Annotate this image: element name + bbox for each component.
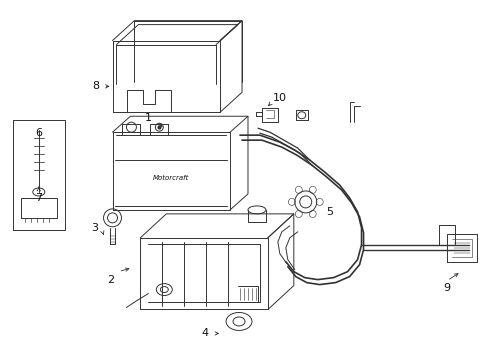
Text: 10: 10 [272,93,286,103]
Text: 3: 3 [91,223,98,233]
Text: 7: 7 [35,193,42,203]
Text: 1: 1 [144,113,152,123]
Text: Motorcraft: Motorcraft [153,175,189,181]
Text: 9: 9 [443,283,450,293]
Text: 4: 4 [201,328,208,338]
Text: 5: 5 [325,207,332,217]
Text: 8: 8 [92,81,99,91]
Text: 2: 2 [107,275,114,285]
Text: 6: 6 [35,128,42,138]
